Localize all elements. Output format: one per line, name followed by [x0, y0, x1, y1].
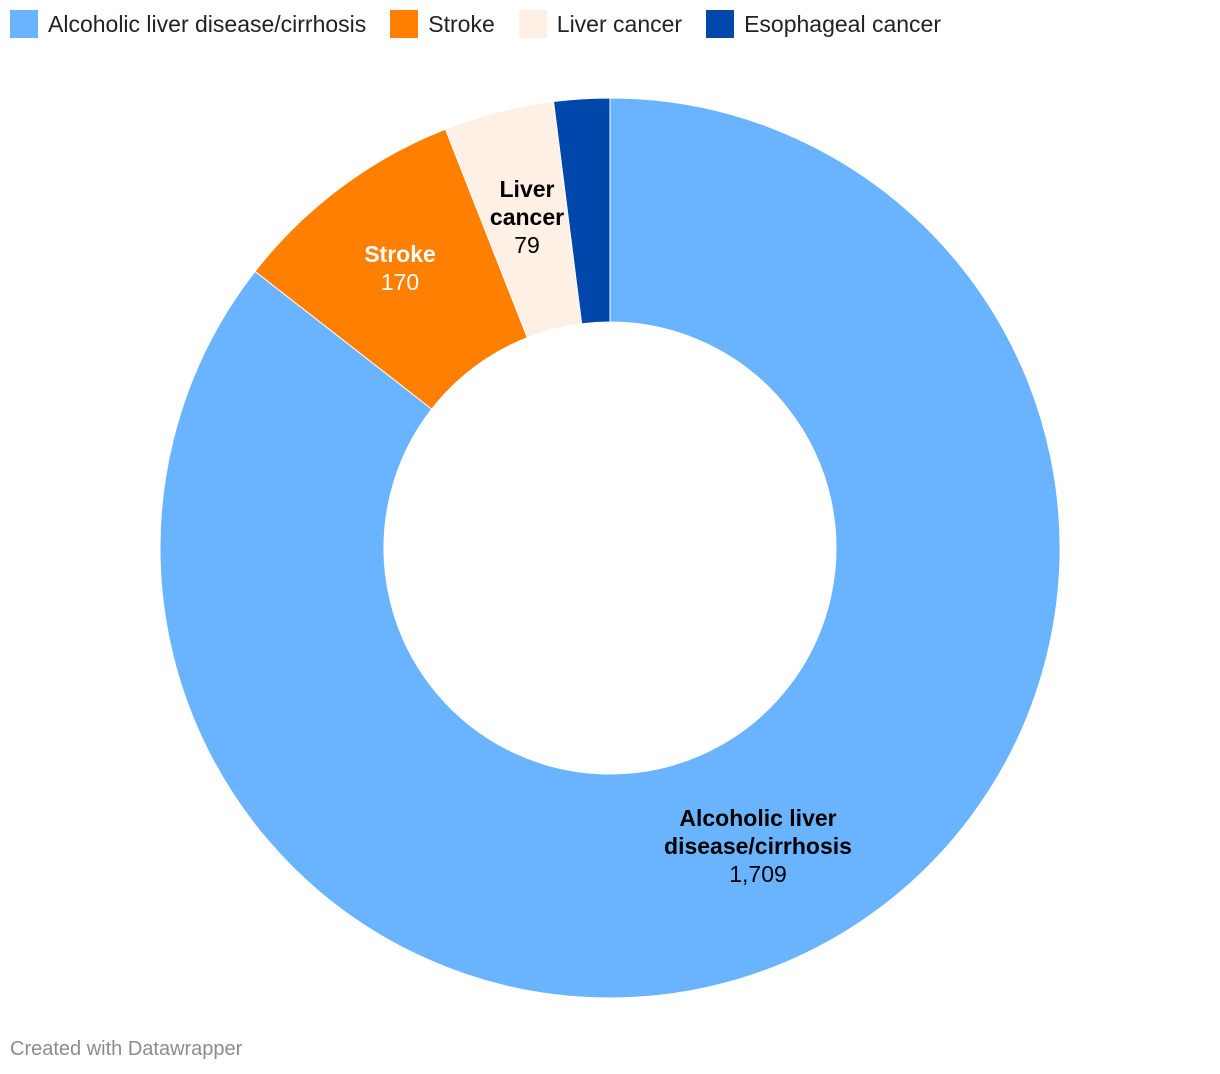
- legend-item: Liver cancer: [518, 10, 683, 38]
- legend-item: Esophageal cancer: [706, 10, 941, 38]
- legend-swatch: [10, 10, 38, 38]
- slice-label-name: Alcoholic liver: [679, 805, 836, 831]
- slice-label: Liver cancer 79: [490, 176, 564, 258]
- legend-item: Stroke: [390, 10, 495, 38]
- slice-label-name: cancer: [490, 204, 564, 230]
- legend-label: Alcoholic liver disease/cirrhosis: [48, 10, 367, 37]
- legend-swatch: [390, 10, 419, 38]
- legend-label: Liver cancer: [556, 10, 683, 37]
- legend-label: Stroke: [428, 10, 495, 37]
- legend-label: Esophageal cancer: [744, 10, 941, 37]
- donut-slice: [552, 97, 611, 325]
- slice-label-name: Stroke: [364, 241, 436, 267]
- legend: Alcoholic liver disease/cirrhosis Stroke L…: [10, 8, 965, 40]
- slice-label: Stroke 170: [364, 241, 436, 295]
- slice-label-name: Liver: [500, 176, 555, 202]
- slice-label-value: 170: [381, 269, 419, 295]
- donut-slice: [159, 97, 1061, 999]
- legend-swatch: [706, 10, 735, 38]
- legend-item: Alcoholic liver disease/cirrhosis: [10, 10, 366, 38]
- slice-label-value: 79: [514, 232, 540, 258]
- slice-label-value: 1,709: [729, 861, 787, 887]
- slice-label-name: disease/cirrhosis: [664, 833, 852, 859]
- legend-swatch: [518, 10, 547, 38]
- footer-credit: Created with Datawrapper: [10, 1038, 243, 1060]
- slice-label: Alcoholic liver disease/cirrhosis 1,709: [664, 805, 852, 887]
